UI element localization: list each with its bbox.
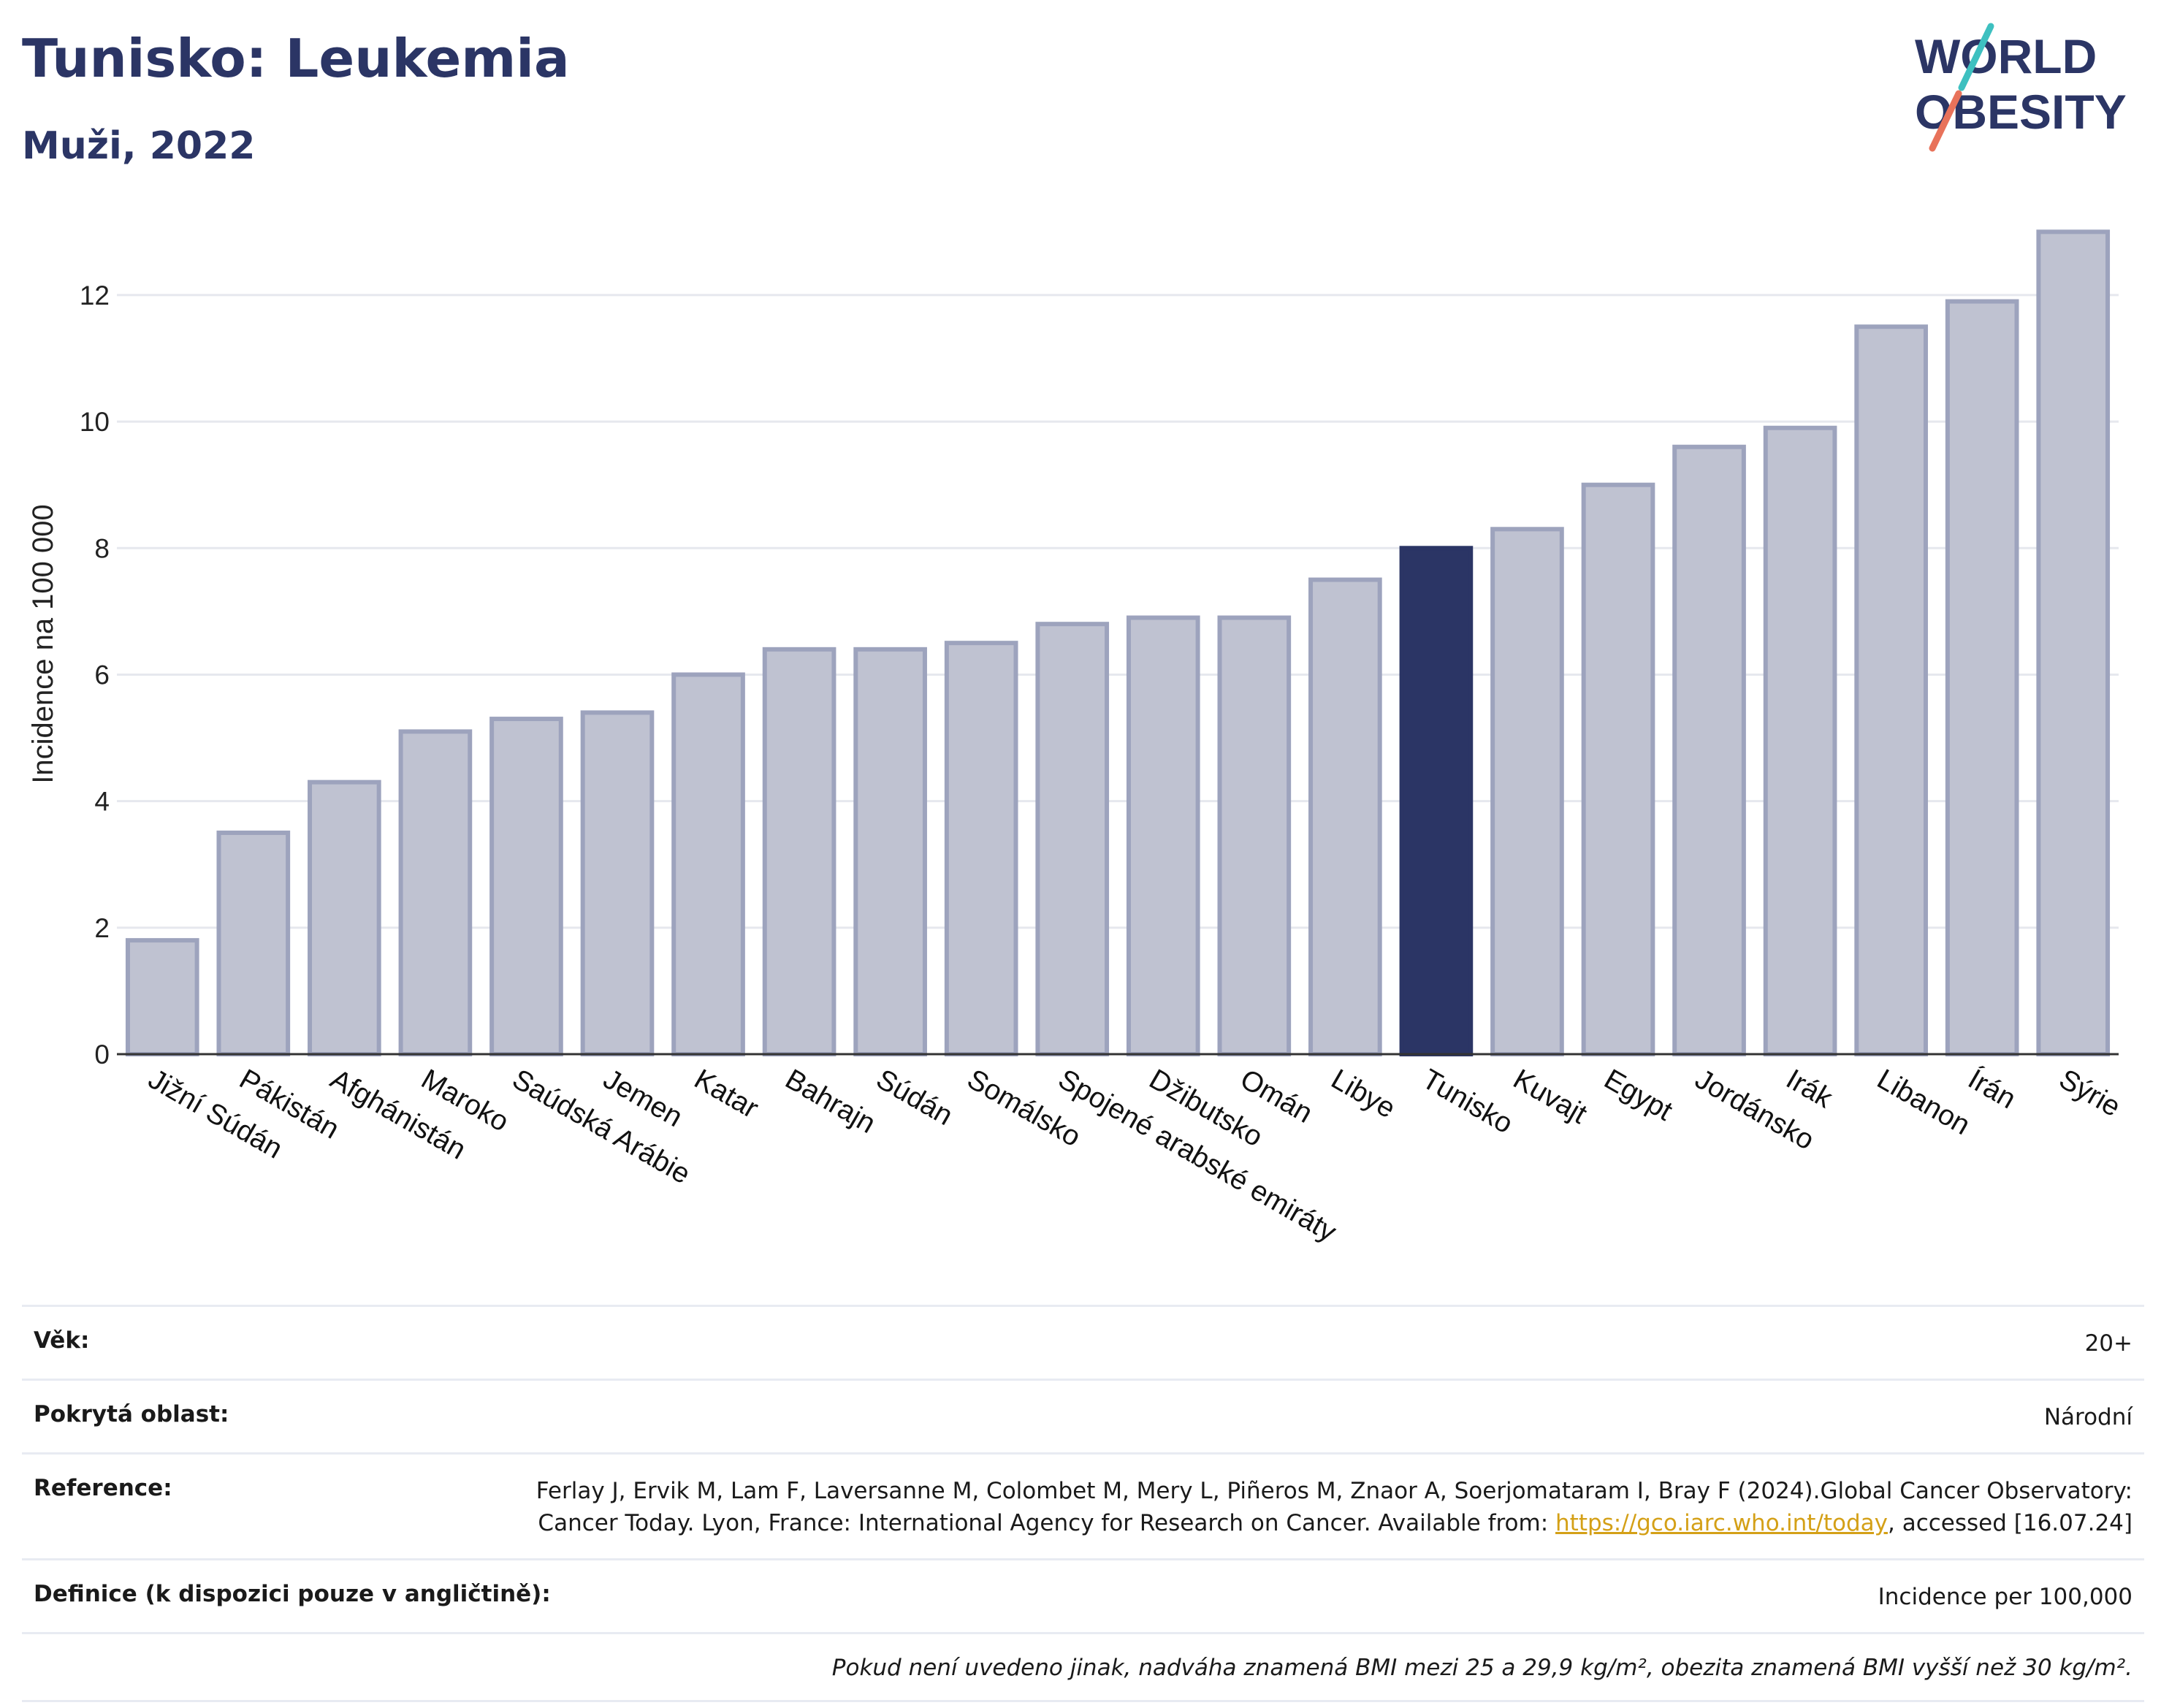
logo-slash-red bbox=[1929, 90, 1962, 152]
bar bbox=[944, 641, 1018, 1056]
x-tick-label: Libye bbox=[1326, 1064, 1400, 1125]
bar bbox=[1945, 299, 2019, 1056]
bar bbox=[1581, 482, 1655, 1056]
reference-label: Reference: bbox=[34, 1475, 172, 1501]
bar bbox=[1672, 444, 1746, 1056]
reference-value: Ferlay J, Ervik M, Lam F, Laversanne M, … bbox=[525, 1475, 2133, 1539]
age-label: Věk: bbox=[34, 1327, 90, 1354]
x-tick-label: Írán bbox=[1963, 1064, 2021, 1116]
reference-link[interactable]: https://gco.iarc.who.int/today bbox=[1555, 1510, 1888, 1536]
bar bbox=[671, 672, 745, 1056]
definition-value: Incidence per 100,000 bbox=[1878, 1584, 2133, 1610]
bars bbox=[125, 229, 2111, 1057]
x-tick-label: Katar bbox=[689, 1064, 763, 1125]
area-value: Národní bbox=[2043, 1404, 2133, 1430]
bar bbox=[1217, 615, 1292, 1056]
bar bbox=[125, 938, 199, 1056]
y-tick-label: 6 bbox=[94, 660, 110, 690]
info-row-area: Pokrytá oblast: Národní bbox=[22, 1379, 2144, 1452]
reference-text: Ferlay J, Ervik M, Lam F, Laversanne M, … bbox=[536, 1478, 2133, 1536]
bar bbox=[216, 830, 291, 1056]
x-tick-label: Egypt bbox=[1599, 1064, 1678, 1127]
area-label: Pokrytá oblast: bbox=[34, 1401, 229, 1427]
bar bbox=[1763, 425, 1837, 1056]
info-row-note: Pokud není uvedeno jinak, nadváha znamen… bbox=[22, 1632, 2144, 1702]
bar bbox=[853, 647, 927, 1056]
bar bbox=[308, 779, 381, 1056]
x-tick-label: Kuvajt bbox=[1508, 1064, 1593, 1131]
reference-tail: , accessed [16.07.24] bbox=[1887, 1510, 2133, 1536]
info-row-reference: Reference: Ferlay J, Ervik M, Lam F, Lav… bbox=[22, 1452, 2144, 1558]
y-tick-label: 8 bbox=[94, 533, 110, 563]
x-tick-labels: Jižní SúdánPákistánAfghánistánMarokoSaúd… bbox=[143, 1064, 2126, 1248]
y-tick-label: 12 bbox=[80, 281, 110, 310]
x-tick-label: Sýrie bbox=[2054, 1064, 2125, 1124]
x-tick-label: Irák bbox=[1781, 1064, 1838, 1115]
logo-slash-teal bbox=[1958, 23, 1994, 91]
y-tick-label: 2 bbox=[94, 913, 110, 943]
info-row-age: Věk: 20+ bbox=[22, 1305, 2144, 1379]
y-axis-label: Incidence na 100 000 bbox=[27, 504, 59, 784]
bar-chart: 0 2 4 6 8 10 12 Jižní SúdánPákistánAfghánistán… bbox=[27, 229, 2126, 1248]
world-obesity-logo: WORLD OBESITY bbox=[1915, 23, 2127, 152]
bar bbox=[489, 717, 563, 1056]
y-tick-label: 10 bbox=[80, 407, 110, 437]
page-title: Tunisko: Leukemia bbox=[22, 28, 570, 89]
y-tick-label: 0 bbox=[94, 1040, 110, 1070]
bar bbox=[762, 647, 836, 1056]
logo-line1: WORLD bbox=[1915, 29, 2097, 83]
bar bbox=[1035, 622, 1110, 1056]
bar bbox=[2036, 229, 2111, 1056]
info-table: Věk: 20+ Pokrytá oblast: Národní Referen… bbox=[22, 1305, 2144, 1702]
info-row-definition: Definice (k dispozici pouze v angličtině… bbox=[22, 1558, 2144, 1632]
x-tick-label: Libanon bbox=[1872, 1064, 1975, 1142]
x-tick-label: Tunisko bbox=[1417, 1064, 1518, 1140]
bar bbox=[1308, 577, 1382, 1056]
bar bbox=[398, 729, 473, 1056]
page-subtitle: Muži, 2022 bbox=[22, 124, 256, 168]
y-tick-label: 4 bbox=[94, 787, 110, 817]
bar bbox=[1854, 324, 1928, 1057]
y-tick-labels: 0 2 4 6 8 10 12 bbox=[80, 281, 110, 1070]
definition-label: Definice (k dispozici pouze v angličtině… bbox=[34, 1581, 551, 1607]
x-tick-label: Bahrajn bbox=[780, 1064, 881, 1140]
bar bbox=[1490, 527, 1564, 1056]
bar bbox=[580, 710, 655, 1057]
age-value: 20+ bbox=[2084, 1330, 2133, 1357]
x-tick-label: Súdán bbox=[871, 1064, 958, 1132]
bmi-note: Pokud není uvedeno jinak, nadváha znamen… bbox=[831, 1655, 2133, 1681]
bar bbox=[1399, 546, 1474, 1056]
bar bbox=[1126, 615, 1200, 1056]
